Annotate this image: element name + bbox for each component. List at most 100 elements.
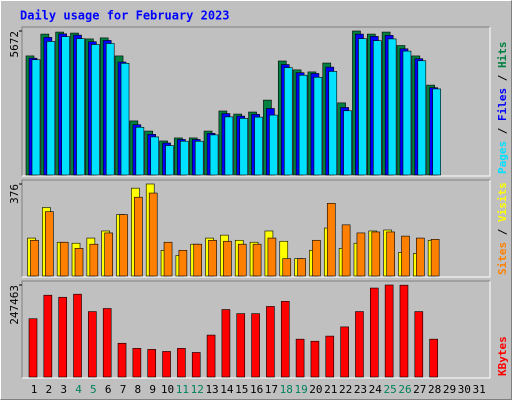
- x-tick-label: 2: [46, 383, 53, 396]
- y-tick-label: 5672: [8, 31, 21, 58]
- bar: [384, 284, 394, 378]
- bar: [282, 258, 292, 277]
- bar: [148, 192, 158, 277]
- bar: [209, 134, 219, 176]
- bar: [89, 243, 99, 277]
- x-tick-label: 26: [398, 383, 411, 396]
- x-tick-label: 30: [458, 383, 471, 396]
- legend-entry: Hits: [496, 42, 509, 69]
- bar: [224, 116, 234, 176]
- x-tick-label: 9: [149, 383, 156, 396]
- legend: KBytes: [496, 336, 509, 376]
- bar: [135, 126, 145, 176]
- bar: [312, 239, 321, 277]
- x-tick-label: 24: [369, 383, 383, 396]
- bar: [239, 118, 249, 176]
- bar: [269, 114, 278, 176]
- legend-separator: /: [496, 121, 509, 141]
- bar: [132, 348, 142, 378]
- bar: [58, 296, 67, 378]
- bar: [295, 338, 305, 378]
- legend-entry: KBytes: [496, 336, 509, 376]
- bar: [252, 243, 262, 277]
- y-tick-label: 247463: [8, 285, 21, 325]
- bar: [177, 348, 186, 378]
- legend-entry: Pages: [496, 141, 509, 174]
- panel-bevel-light: [22, 281, 491, 379]
- bar: [223, 240, 232, 277]
- bar: [120, 62, 130, 176]
- bar: [328, 71, 338, 176]
- bar: [165, 145, 174, 176]
- x-tick-label: 19: [294, 383, 307, 396]
- bar: [358, 38, 367, 176]
- x-tick-label: 22: [339, 383, 352, 396]
- bar: [163, 241, 173, 277]
- bar: [325, 335, 335, 378]
- bar: [150, 136, 160, 176]
- legend-separator: /: [496, 222, 509, 242]
- bar: [59, 241, 69, 277]
- x-tick-label: 13: [205, 383, 218, 396]
- bar: [402, 50, 412, 176]
- bar: [178, 250, 188, 277]
- x-tick-label: 18: [280, 383, 293, 396]
- bar: [283, 67, 293, 176]
- bar: [355, 311, 364, 378]
- bar: [343, 110, 352, 176]
- bar: [429, 338, 438, 378]
- bar: [117, 342, 127, 378]
- bar: [254, 116, 263, 176]
- bar: [102, 308, 112, 378]
- x-tick-label: 5: [90, 383, 97, 396]
- bar: [147, 349, 157, 378]
- bar: [266, 306, 275, 378]
- legend-entry: Files: [496, 88, 509, 121]
- panel-bevel-dark: [21, 280, 490, 378]
- x-tick-label: 15: [235, 383, 248, 396]
- bar: [74, 248, 84, 277]
- x-tick-label: 28: [428, 383, 441, 396]
- bar: [237, 243, 247, 277]
- bar: [31, 59, 41, 176]
- bar: [206, 334, 216, 378]
- bar: [369, 287, 379, 378]
- x-tick-label: 4: [75, 383, 82, 396]
- legend: Sites / Visits: [496, 182, 509, 275]
- bar: [387, 38, 397, 176]
- bar: [432, 88, 441, 176]
- x-tick-label: 17: [265, 383, 278, 396]
- bar: [399, 284, 409, 378]
- bar: [208, 239, 217, 277]
- bar: [297, 258, 306, 277]
- bar: [236, 313, 246, 378]
- bar: [401, 235, 410, 277]
- x-tick-label: 7: [120, 383, 127, 396]
- bar: [134, 196, 143, 277]
- bar: [416, 237, 425, 277]
- bar: [430, 238, 440, 277]
- bar: [30, 239, 39, 277]
- x-tick-label: 10: [161, 383, 174, 396]
- x-tick-label: 25: [384, 383, 397, 396]
- bar: [46, 41, 56, 176]
- x-tick-label: 12: [191, 383, 204, 396]
- bar: [193, 243, 203, 277]
- bar: [280, 301, 290, 378]
- chart-title: Daily usage for February 2023: [20, 9, 230, 23]
- legend-entry: Visits: [496, 182, 509, 222]
- bar: [326, 203, 336, 277]
- bar: [73, 293, 82, 378]
- bar: [45, 211, 54, 277]
- bar: [61, 36, 70, 176]
- bar: [414, 311, 424, 378]
- bar: [340, 326, 349, 378]
- bar: [88, 311, 97, 378]
- bar: [356, 232, 366, 277]
- panel-bevel-light: [22, 180, 491, 278]
- x-tick-label: 29: [443, 383, 456, 396]
- x-tick-label: 8: [135, 383, 142, 396]
- y-tick-label: 376: [8, 184, 21, 204]
- bar: [43, 294, 53, 378]
